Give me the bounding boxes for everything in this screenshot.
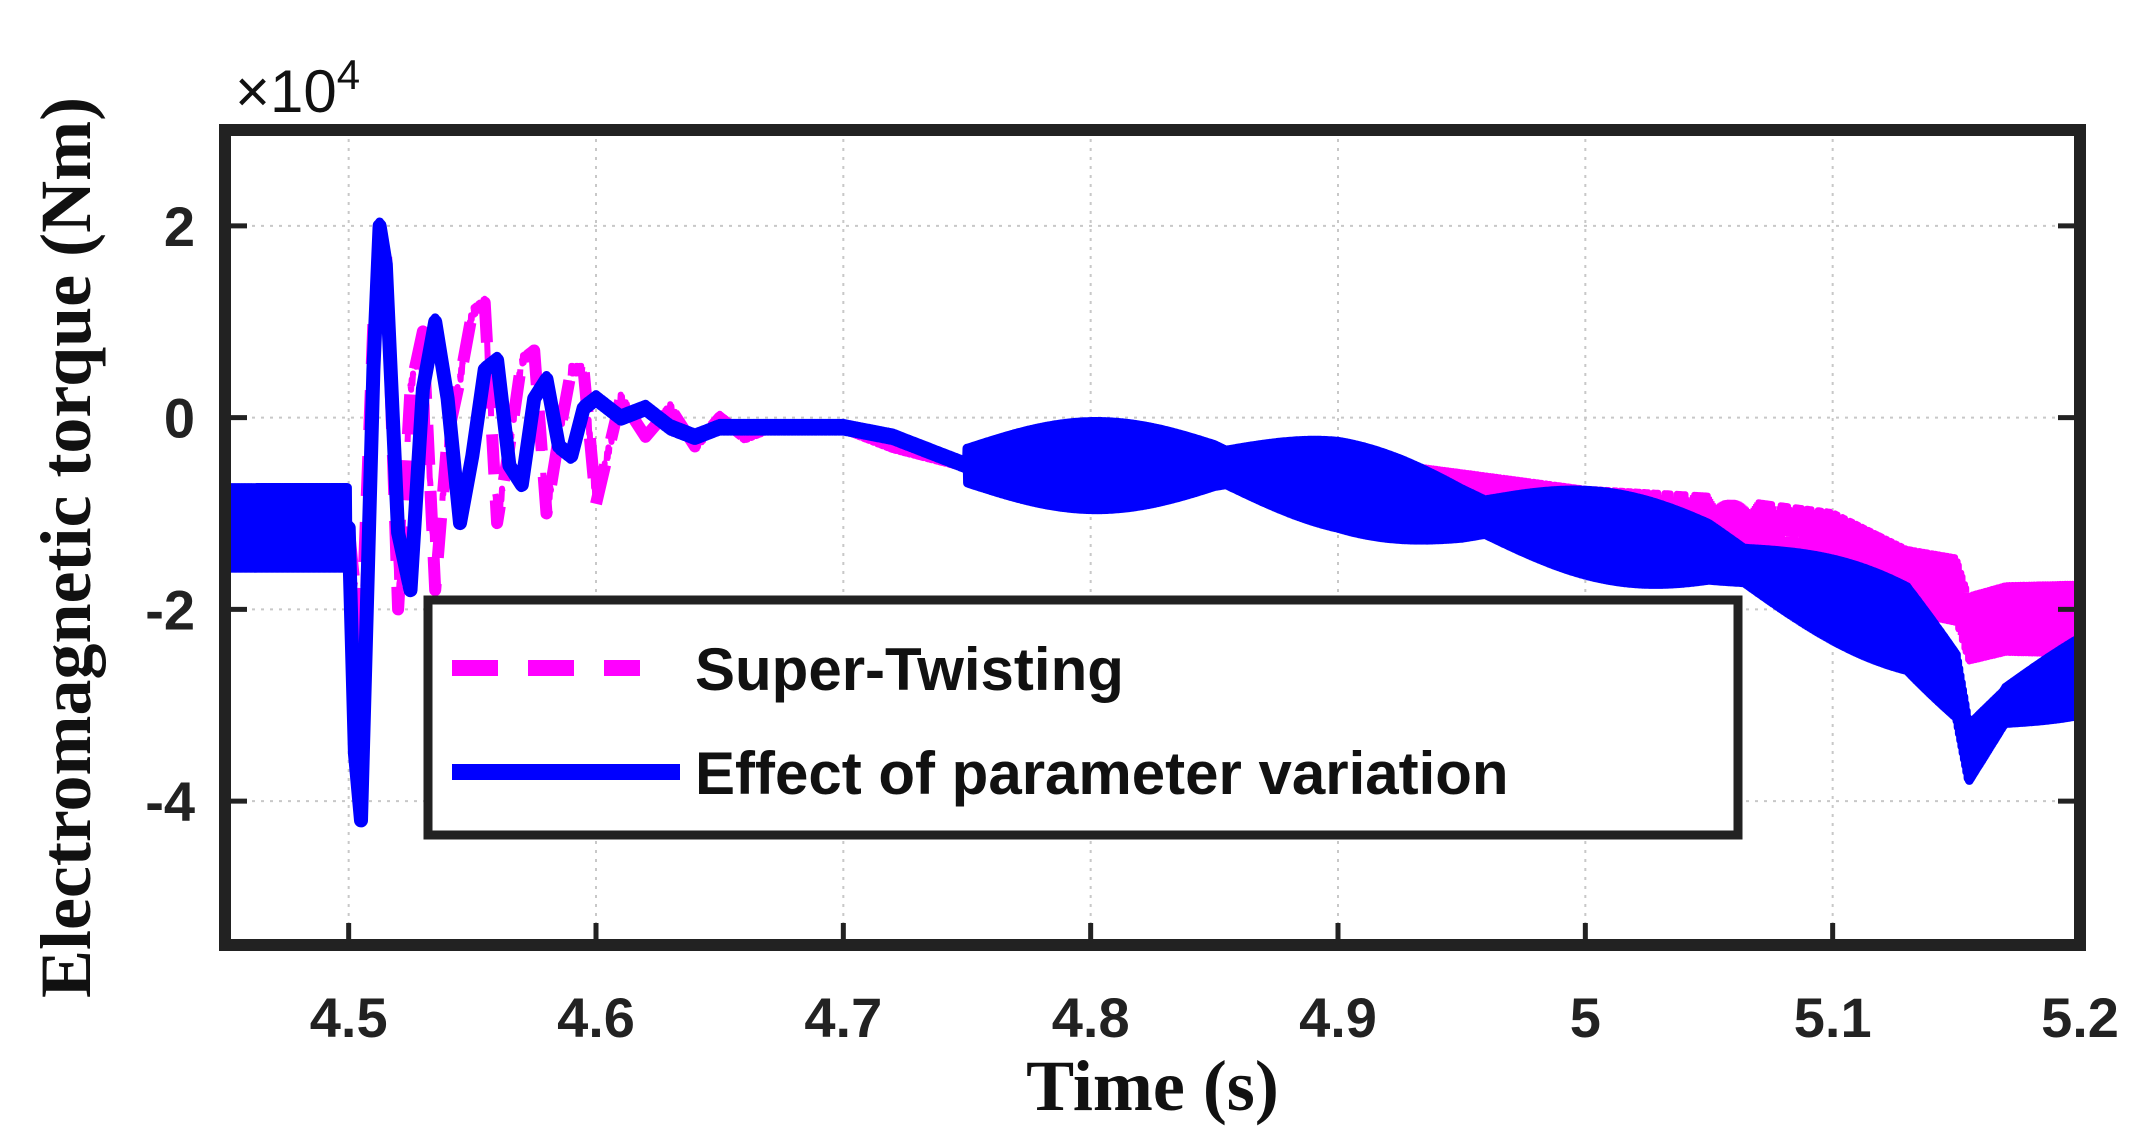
- y-scale-base: ×10: [235, 58, 337, 125]
- x-tick-label-3: 4.8: [1052, 986, 1130, 1049]
- legend-box: [423, 595, 1743, 840]
- x-tick-label-5: 5: [1570, 986, 1601, 1049]
- x-tick-label-1: 4.6: [557, 986, 635, 1049]
- x-tick-label-7: 5.2: [2041, 986, 2119, 1049]
- y-scale-exponent: 4: [337, 51, 360, 98]
- x-tick-label-2: 4.7: [804, 986, 882, 1049]
- x-tick-label-4: 4.9: [1299, 986, 1377, 1049]
- y-tick-label-3: 2: [164, 195, 195, 258]
- series-layer: [220, 217, 2085, 828]
- y-tick-label-1: -2: [145, 578, 195, 641]
- y-tick-label-2: 0: [164, 387, 195, 450]
- legend-label-super-twisting: Super-Twisting: [695, 636, 1124, 703]
- x-tick-label-6: 5.1: [1794, 986, 1872, 1049]
- tick-layer: 4.5 4.6 4.7 4.8 4.9 5 5.1 5.2 -4 -2 0 2: [145, 195, 2119, 1049]
- x-axis-label: Time (s): [1026, 1046, 1279, 1126]
- x-tick-label-0: 4.5: [310, 986, 388, 1049]
- y-axis-label: Electromagnetic torque (Nm): [26, 97, 106, 998]
- y-tick-label-0: -4: [145, 770, 195, 833]
- plot-frame: [219, 124, 2086, 951]
- y-scale-factor: ×104: [235, 51, 360, 126]
- legend-label-parameter-variation: Effect of parameter variation: [695, 740, 1509, 807]
- legend: Super-Twisting Effect of parameter varia…: [423, 595, 1743, 840]
- series-line-1: [225, 218, 2083, 828]
